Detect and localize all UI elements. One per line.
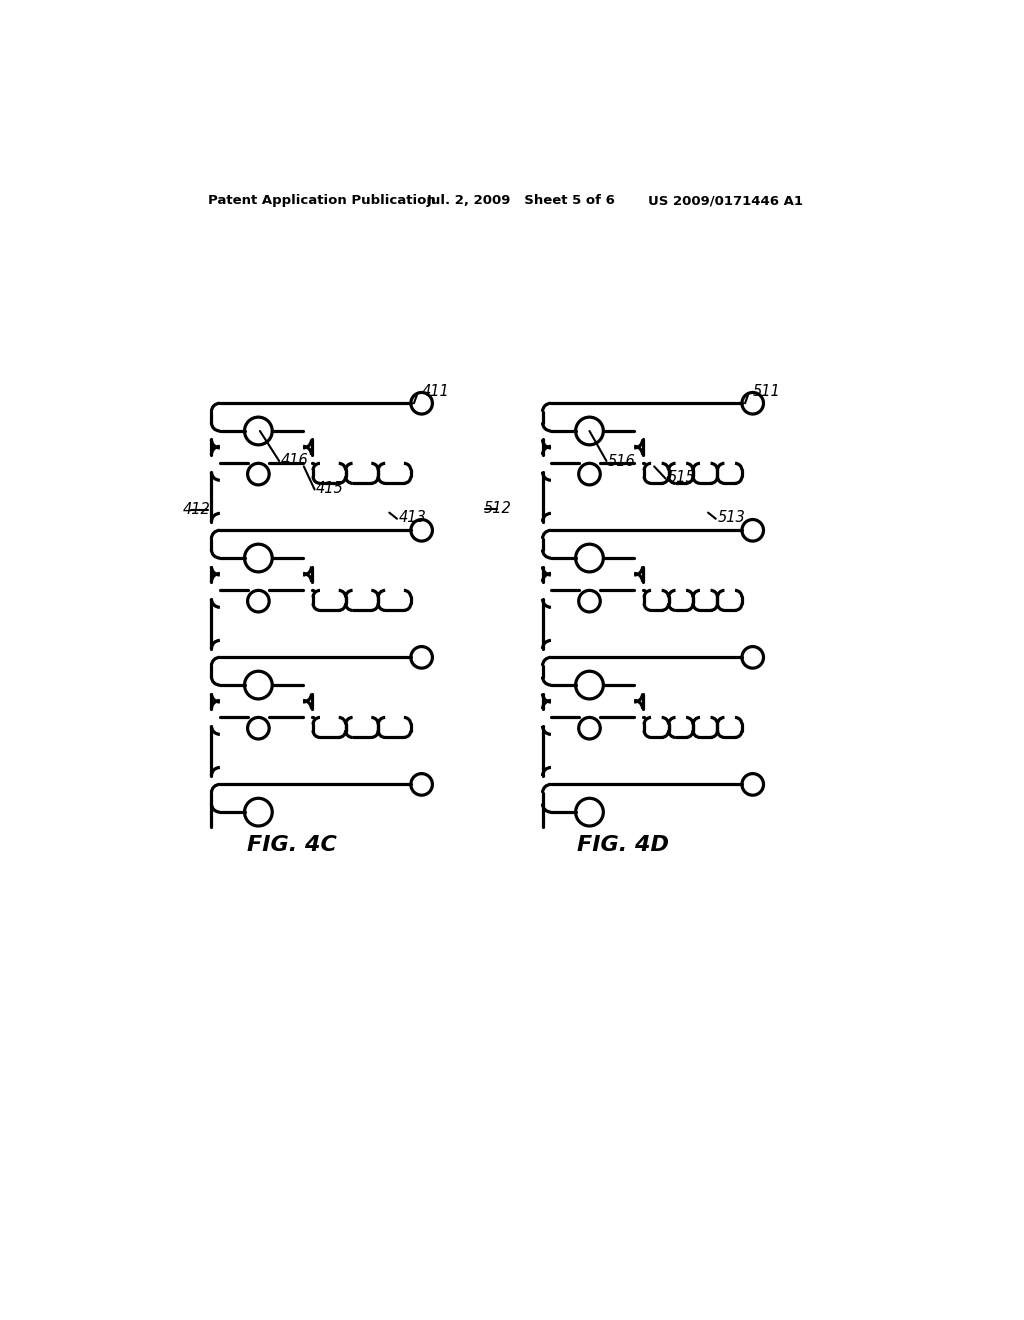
Text: 416: 416 [281,453,308,467]
Text: Patent Application Publication: Patent Application Publication [208,194,435,207]
Text: 415: 415 [316,482,344,496]
Text: Jul. 2, 2009   Sheet 5 of 6: Jul. 2, 2009 Sheet 5 of 6 [427,194,615,207]
Text: FIG. 4D: FIG. 4D [578,836,670,855]
Text: US 2009/0171446 A1: US 2009/0171446 A1 [648,194,803,207]
Text: 411: 411 [422,384,450,399]
Text: 512: 512 [483,502,511,516]
Text: 515: 515 [668,470,695,486]
Text: 413: 413 [398,511,426,525]
Text: 412: 412 [183,502,211,517]
Text: 513: 513 [717,511,745,525]
Text: 516: 516 [608,454,636,469]
Text: FIG. 4C: FIG. 4C [248,836,337,855]
Text: 511: 511 [753,384,780,399]
